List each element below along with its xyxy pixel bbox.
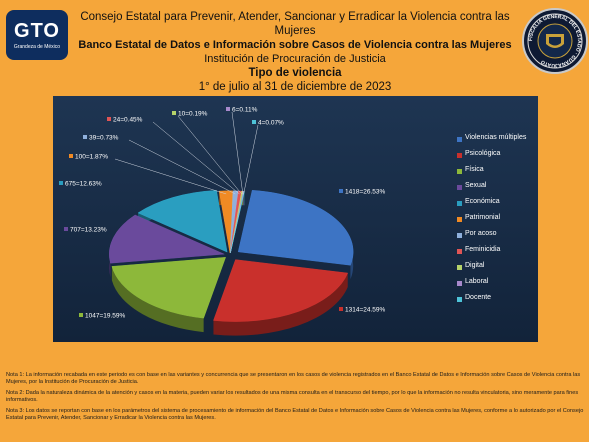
label-swatch-docente [252,120,256,124]
legend-swatch [457,201,462,206]
slice-wall-psicologica [213,273,348,336]
title-block: Consejo Estatal para Prevenir, Atender, … [70,10,520,95]
label-swatch-psicologica [339,307,343,311]
leader-line-laboral [231,111,244,195]
legend-swatch [457,297,462,302]
data-label-patrimonial: 100=1.87% [75,154,108,161]
legend-label: Docente [465,294,492,301]
slice-wall-fisica [111,266,204,333]
legend-item-economica: Económica [457,198,577,209]
leader-line-feminicidia [152,121,240,195]
leader-line-docente [243,124,259,195]
pie-slice-psicologica [213,259,349,322]
report-header: GTO Grandeza de México Consejo Estatal p… [0,0,589,95]
legend-swatch [457,265,462,270]
legend-label: Patrimonial [465,214,501,221]
legend-label: Violencias múltiples [465,134,527,141]
note-3: Nota 3: Los datos se reportan con base e… [6,408,584,421]
label-swatch-patrimonial [69,154,73,158]
legend-swatch [457,217,462,222]
council-title: Consejo Estatal para Prevenir, Atender, … [80,11,510,37]
leader-line-por-acoso [128,139,236,195]
legend-label: Digital [465,262,485,269]
pie-slice-sexual [109,214,225,264]
legend-swatch [457,169,462,174]
legend-swatch [457,185,462,190]
legend-swatch [457,137,462,142]
data-label-economica: 675=12.63% [65,181,102,188]
data-label-fisica: 1047=19.59% [85,313,126,320]
fiscalia-seal: FISCALÍA GENERAL DEL ESTADO · GUANAJUATO [522,8,588,74]
legend-item-digital: Digital [457,262,577,273]
legend-item-feminicidia: Feminicidia [457,246,577,257]
label-swatch-sexual [64,227,68,231]
data-label-digital: 10=0.19% [178,111,208,118]
pie-slices [109,190,354,336]
legend-label: Psicológica [465,150,501,157]
legend-label: Laboral [465,278,489,285]
pie-slice-fisica [111,257,226,319]
data-label-feminicidia: 24=0.45% [113,117,143,124]
note-2: Nota 2: Dada la naturaleza dinámica de l… [6,390,579,403]
institution-title: Institución de Procuración de Justicia [204,53,386,65]
legend-item-laboral: Laboral [457,278,577,289]
gto-logo-text: GTO [14,20,60,42]
data-label-psicologica: 1314=24.59% [345,307,386,314]
data-label-violencias-multiples: 1418=26.53% [345,189,386,196]
bank-title: Banco Estatal de Datos e Información sob… [78,39,512,51]
leader-line-digital [177,115,243,195]
data-label-docente: 4=0.07% [258,120,284,127]
legend-item-psicologica: Psicológica [457,150,577,161]
seal-emblem-icon: FISCALÍA GENERAL DEL ESTADO · GUANAJUATO [527,13,583,69]
legend-swatch [457,233,462,238]
legend-item-por-acoso: Por acoso [457,230,577,241]
legend-label: Sexual [465,182,487,189]
legend-swatch [457,281,462,286]
slice-labels: 1418=26.53% 1314=24.59% 1047=19.59% 707=13.… [59,107,386,320]
legend-label: Económica [465,198,500,205]
pie-slice-violencias-multiples [237,190,354,266]
legend-item-docente: Docente [457,294,577,305]
slice-wall-docente [243,191,245,206]
legend-label: Por acoso [465,230,497,237]
data-label-sexual: 707=13.23% [70,227,107,234]
legend-item-sexual: Sexual [457,182,577,193]
legend-swatch [457,153,462,158]
notes-block: Nota 1: La información recabada en este … [6,372,584,426]
pie-slice-economica [137,190,228,253]
note-1: Nota 1: La información recabada en este … [6,372,581,385]
legend-item-patrimonial: Patrimonial [457,214,577,225]
legend-label: Feminicidia [465,246,501,253]
period-title: 1° de julio al 31 de diciembre de 2023 [198,81,392,93]
data-label-laboral: 6=0.11% [232,107,258,114]
label-swatch-feminicidia [107,117,111,121]
label-swatch-economica [59,181,63,185]
data-label-por-acoso: 39=0.73% [89,135,119,142]
label-swatch-digital [172,111,176,115]
label-swatch-por-acoso [83,135,87,139]
legend-item-fisica: Física [457,166,577,177]
gto-logo: GTO Grandeza de México [6,10,68,60]
chart-title: Tipo de violencia [248,67,342,79]
pie-slice-patrimonial [218,190,233,253]
gto-logo-subtext: Grandeza de México [13,44,61,50]
legend-item-violencias-multiples: Violencias múltiples [457,134,577,145]
label-swatch-violencias-multiples [339,189,343,193]
leader-line-patrimonial [114,158,227,195]
legend-label: Física [465,166,484,173]
legend-swatch [457,249,462,254]
label-swatch-fisica [79,313,83,317]
label-swatch-laboral [226,107,230,111]
